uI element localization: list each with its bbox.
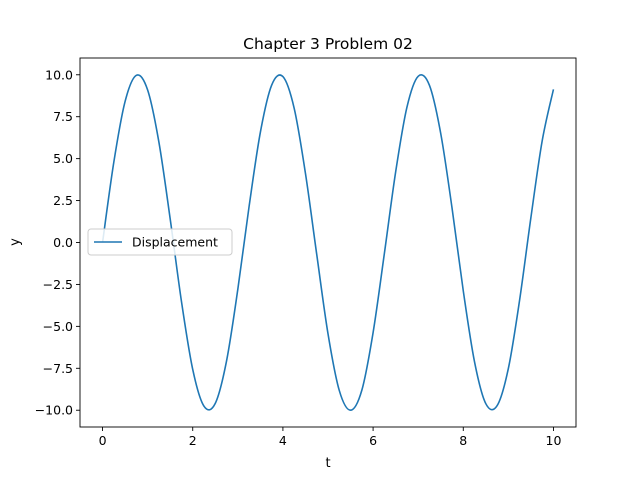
y-tick-label: 0.0 (53, 235, 73, 250)
x-tick-label: 4 (279, 433, 287, 448)
y-axis-label: y (8, 238, 23, 246)
legend-box (87, 228, 233, 256)
x-tick-label: 2 (189, 433, 197, 448)
x-tick-label: 6 (369, 433, 377, 448)
y-tick-label: 10.0 (45, 67, 73, 82)
legend-label: Displacement (132, 235, 218, 250)
y-axis: −10.0 −7.5 −5.0 −2.5 0.0 2.5 5.0 7.5 10.0 (35, 67, 80, 418)
y-tick-label: −5.0 (43, 319, 73, 334)
x-tick-label: 0 (99, 433, 107, 448)
x-tick-label: 10 (546, 433, 562, 448)
y-tick-label: 7.5 (53, 109, 73, 124)
legend: Displacement (87, 228, 233, 256)
y-tick-label: 2.5 (53, 193, 73, 208)
y-tick-label: −10.0 (35, 403, 73, 418)
chart-title: Chapter 3 Problem 02 (243, 35, 413, 53)
series-line-0 (101, 74, 555, 412)
x-axis-label: t (325, 456, 330, 471)
y-tick-label: −7.5 (43, 361, 73, 376)
x-axis: 0 2 4 6 8 10 (99, 427, 562, 448)
y-tick-label: 5.0 (53, 151, 73, 166)
x-tick-label: 8 (459, 433, 467, 448)
y-tick-label: −2.5 (43, 277, 73, 292)
